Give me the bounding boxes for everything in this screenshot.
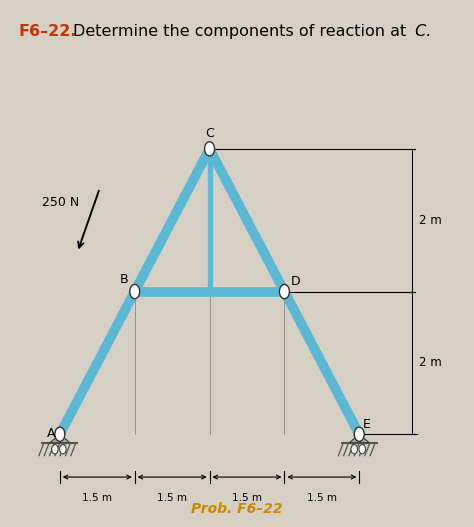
Text: F6–22.: F6–22.: [19, 24, 77, 38]
Circle shape: [130, 285, 140, 299]
Text: B: B: [119, 273, 128, 286]
Text: Determine the components of reaction at: Determine the components of reaction at: [73, 24, 407, 38]
Text: 1.5 m: 1.5 m: [157, 493, 187, 503]
Circle shape: [354, 427, 364, 442]
Text: C: C: [205, 128, 214, 140]
Text: 1.5 m: 1.5 m: [307, 493, 337, 503]
Text: C.: C.: [410, 24, 431, 38]
Circle shape: [205, 142, 215, 156]
Text: E: E: [363, 418, 371, 431]
Circle shape: [279, 285, 290, 299]
Circle shape: [52, 445, 58, 454]
Circle shape: [55, 427, 65, 442]
Text: 1.5 m: 1.5 m: [232, 493, 262, 503]
Text: Prob. F6–22: Prob. F6–22: [191, 502, 283, 516]
Text: 2 m: 2 m: [419, 356, 442, 369]
Text: 250 N: 250 N: [42, 196, 80, 209]
Circle shape: [359, 445, 365, 454]
Polygon shape: [50, 434, 70, 443]
Text: D: D: [291, 275, 300, 288]
Text: 1.5 m: 1.5 m: [82, 493, 112, 503]
Text: 2 m: 2 m: [419, 214, 442, 227]
Circle shape: [60, 445, 66, 454]
Circle shape: [351, 445, 357, 454]
Polygon shape: [349, 434, 369, 443]
Text: A: A: [46, 427, 55, 440]
